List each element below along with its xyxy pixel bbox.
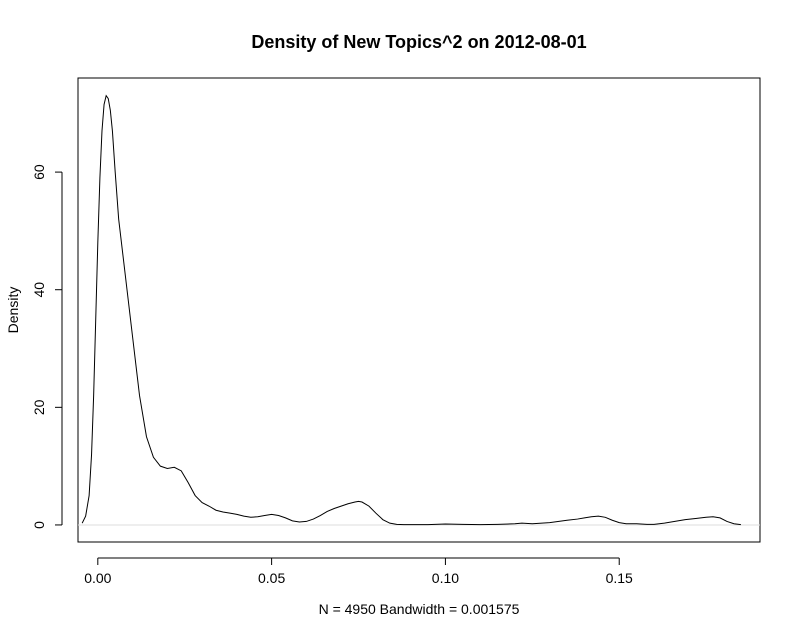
- chart-title: Density of New Topics^2 on 2012-08-01: [251, 32, 586, 52]
- x-axis-label: N = 4950 Bandwidth = 0.001575: [319, 601, 520, 617]
- x-axis: 0.00 0.05 0.10 0.15: [84, 557, 633, 586]
- x-tick-label: 0.15: [606, 570, 633, 586]
- y-axis-label: Density: [5, 287, 21, 334]
- y-tick-label: 0: [31, 521, 47, 529]
- x-tick-label: 0.05: [258, 570, 285, 586]
- x-tick-label: 0.10: [432, 570, 459, 586]
- y-tick-label: 60: [31, 164, 47, 180]
- y-axis: 0 20 40 60: [31, 164, 63, 529]
- density-series-line: [81, 94, 741, 526]
- x-tick-label: 0.00: [84, 570, 111, 586]
- y-tick-label: 40: [31, 282, 47, 298]
- y-tick-label: 20: [31, 399, 47, 415]
- plot-frame: [77, 77, 761, 543]
